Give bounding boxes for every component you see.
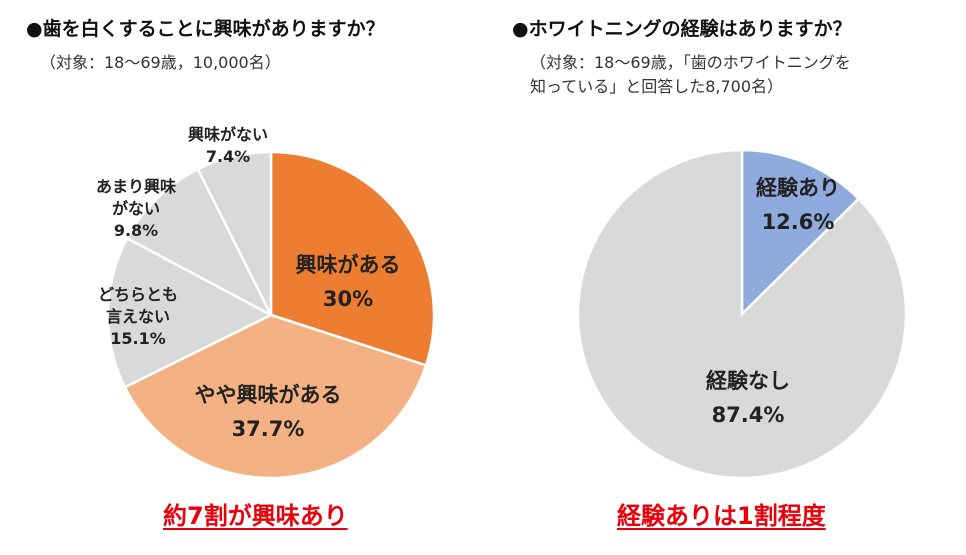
interest-panel: ●歯を白くすることに興味がありますか？ （対象：18〜69歳，10,000名） … <box>0 0 480 555</box>
experience-chart-title: ●ホワイトニングの経験はありますか？ <box>512 18 852 40</box>
label-neutral: どちらとも 言えない 15.1% <box>98 284 178 350</box>
interest-conclusion: 約7割が興味あり <box>163 502 348 530</box>
no-experience-value: 87.4% <box>712 403 785 427</box>
label-no-interest-value: 7.4% <box>205 147 251 166</box>
no-interest-slice <box>196 150 273 316</box>
experience-survey-note-2: 知っている」と回答した8,700名） <box>530 77 784 96</box>
experience-conclusion: 経験ありは1割程度 <box>617 502 826 530</box>
has-experience-slice <box>740 148 861 317</box>
experience-survey-note-1: （対象：18〜69歳，「歯のホワイトニングを <box>530 53 851 72</box>
label-little-interest-name-1: あまり興味 <box>96 177 177 196</box>
neutral-slice <box>106 236 274 389</box>
label-no-interest: 興味がない 7.4% <box>188 124 268 168</box>
somewhat-interested-label: やや興味がある <box>195 383 342 407</box>
has-experience-label: 経験あり <box>756 176 840 200</box>
label-little-interest-value: 9.8% <box>113 221 159 240</box>
no-experience-slice <box>576 148 908 480</box>
interested-label: 興味がある <box>296 253 401 277</box>
label-little-interest-name-2: がない <box>112 199 161 218</box>
experience-pie-chart: 経験あり 12.6% 経験なし 87.4% <box>576 148 908 480</box>
interest-survey-note: （対象：18〜69歳，10,000名） <box>40 53 281 72</box>
interest-pie-chart: 興味がある 30% やや興味がある 37.7% <box>106 150 436 480</box>
interest-chart-title: ●歯を白くすることに興味がありますか？ <box>26 18 385 40</box>
interested-slice <box>269 150 436 367</box>
experience-panel: ●ホワイトニングの経験はありますか？ （対象：18〜69歳，「歯のホワイトニング… <box>486 0 966 555</box>
label-no-interest-name: 興味がない <box>188 125 269 144</box>
label-neutral-value: 15.1% <box>110 329 166 348</box>
label-little-interest: あまり興味 がない 9.8% <box>96 176 176 242</box>
no-experience-label: 経験なし <box>706 369 790 393</box>
little-interest-slice <box>125 167 274 318</box>
interested-value: 30% <box>323 287 373 311</box>
somewhat-interested-value: 37.7% <box>232 417 305 441</box>
has-experience-value: 12.6% <box>762 210 835 234</box>
label-neutral-name-2: 言えない <box>106 307 171 326</box>
label-neutral-name-1: どちらとも <box>98 285 179 304</box>
somewhat-interested-slice <box>123 313 428 480</box>
